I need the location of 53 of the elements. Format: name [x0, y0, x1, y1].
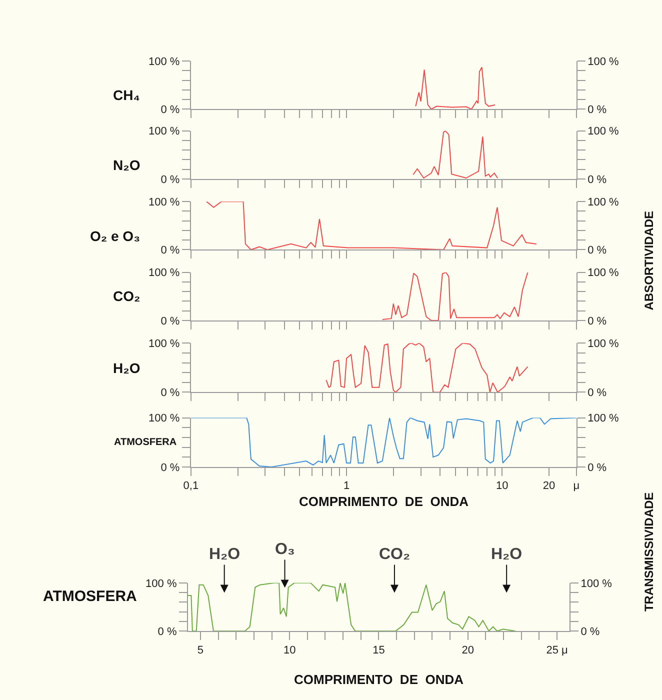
annotation: O₃ [275, 541, 295, 558]
y-tick-label: 0 % [160, 104, 180, 116]
text: H₂O [209, 546, 240, 563]
y-axis-title: ATMOSFERA [43, 588, 138, 605]
y-tick-label: 0 % [160, 244, 180, 257]
y2-tick-label: 0 % [588, 104, 607, 116]
y2-tick-label: 0 % [588, 387, 607, 400]
y2-tick-label: 100 % [580, 578, 612, 590]
y-tick-label: 0 % [160, 174, 180, 186]
y-tick-label: 100 % [148, 196, 180, 208]
y2-tick-label: 0 % [580, 626, 600, 638]
x-axis-title: COMPRIMENTO DE ONDA [299, 494, 470, 509]
x-tick-label: 5 [197, 644, 204, 656]
y-tick-label: 0 % [160, 462, 180, 474]
y-tick-label: 100 % [146, 578, 177, 590]
y-axis-title: O₂ e O₃ [90, 228, 140, 244]
y-axis-title: N₂O [113, 157, 140, 173]
x-tick-label: 20 [462, 644, 474, 656]
x-tick-label: 1 [343, 480, 350, 492]
x-tick-label: 25 μ [546, 644, 568, 656]
y2-tick-label: 0 % [588, 462, 607, 474]
text: H₂O [491, 546, 522, 563]
x-tick-label: 15 [372, 644, 385, 656]
y2-axis-title: TRANSMISSIVIDADE [642, 492, 656, 612]
y2-tick-label: 100 % [588, 267, 620, 280]
x-axis-title: COMPRIMENTO DE ONDA [294, 672, 464, 687]
y-tick-label: 0 % [160, 315, 180, 328]
y2-tick-label: 0 % [588, 244, 607, 257]
y-tick-label: 100 % [148, 56, 180, 68]
y-tick-label: 0 % [158, 626, 177, 638]
x-tick-label: 0,1 [183, 480, 199, 492]
y-axis-title: ATMOSFERA [114, 437, 177, 448]
y-axis-title: CH₄ [113, 87, 140, 103]
y2-tick-label: 0 % [588, 315, 607, 328]
y2-tick-label: 0 % [588, 174, 607, 186]
y-tick-label: 100 % [148, 126, 180, 138]
x-tick-label: 20 [542, 480, 556, 492]
x-tick-label: μ [573, 480, 580, 492]
y2-tick-label: 100 % [588, 412, 620, 425]
y-tick-label: 100 % [148, 412, 180, 425]
y2-tick-label: 100 % [588, 126, 620, 138]
y2-tick-label: 100 % [588, 338, 620, 350]
y2-tick-label: 100 % [588, 56, 620, 68]
y-axis-title: CO₂ [113, 288, 140, 304]
y-tick-label: 100 % [148, 267, 180, 280]
text: CO₂ [379, 546, 410, 563]
y-tick-label: 0 % [160, 387, 180, 400]
x-tick-label: 10 [496, 480, 508, 492]
y2-axis-title: ABSORTIVIDADE [642, 210, 656, 310]
y2-tick-label: 100 % [588, 196, 620, 208]
x-tick-label: 10 [283, 644, 296, 656]
y-tick-label: 100 % [148, 338, 180, 350]
y-axis-title: H₂O [113, 360, 140, 376]
